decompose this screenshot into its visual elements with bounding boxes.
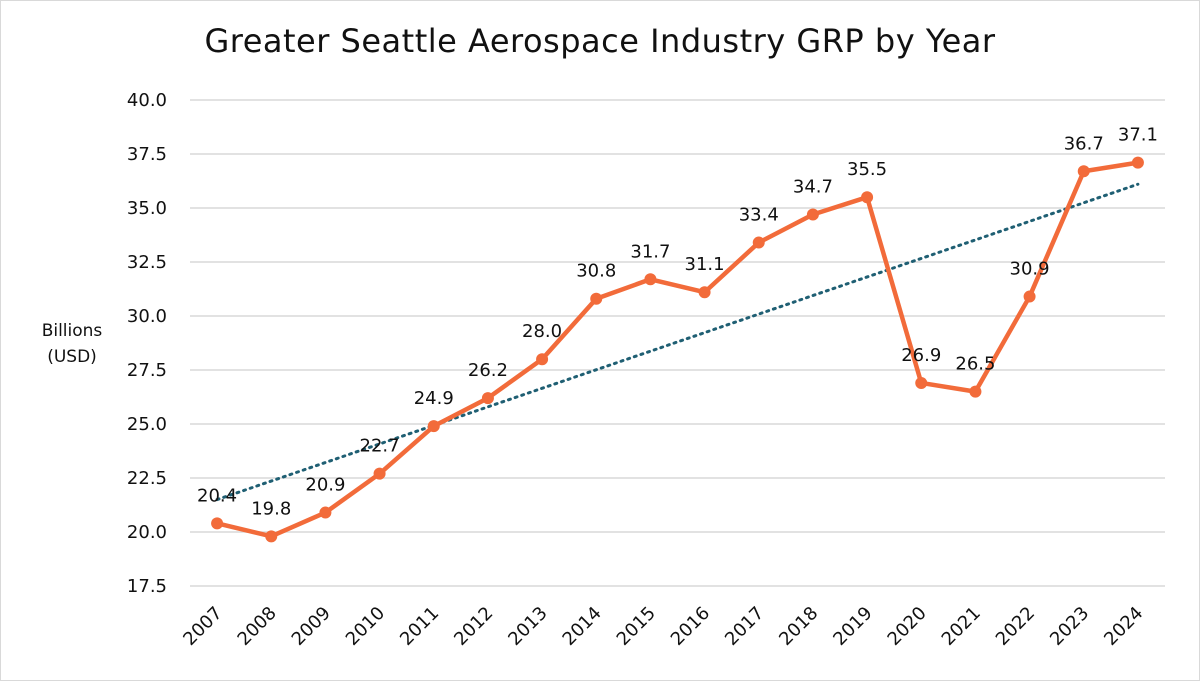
x-tick-label: 2007 [179,603,226,650]
data-label: 35.5 [847,159,887,180]
data-point [806,208,819,221]
x-tick-label: 2022 [992,603,1039,650]
data-point [969,385,982,398]
y-tick-label: 37.5 [127,144,167,165]
y-axis-label-line-2: (USD) [47,347,97,367]
x-tick-label: 2011 [396,603,443,650]
series-layer [211,156,1144,543]
y-tick-label: 22.5 [127,468,167,489]
y-tick-label: 40.0 [127,90,167,111]
chart-title: Greater Seattle Aerospace Industry GRP b… [204,22,996,60]
y-tick-label: 30.0 [127,306,167,327]
data-point [1131,156,1144,169]
x-tick-label: 2010 [342,603,389,650]
x-tick-label: 2017 [721,603,768,650]
x-tick-label: 2012 [450,603,497,650]
data-label: 30.9 [1010,259,1050,280]
data-label: 30.8 [576,261,616,282]
trendline-layer [215,182,1140,502]
y-tick-label: 20.0 [127,522,167,543]
data-label: 26.2 [468,360,508,381]
x-tick-label: 2016 [667,603,714,650]
data-point [915,376,928,389]
data-point [427,420,440,433]
data-label: 34.7 [793,176,833,197]
x-tick-label: 2024 [1100,603,1147,650]
data-point [644,273,657,286]
data-labels: 20.4 19.8 20.9 22.7 24.9 26.2 28.0 30.8 31.7 31.1… [197,125,1158,520]
data-point [861,191,874,204]
y-tick-label: 32.5 [127,252,167,273]
data-label: 24.9 [414,388,454,409]
x-tick-label: 2015 [613,603,660,650]
data-point [1023,290,1036,303]
data-label: 20.9 [305,475,345,496]
data-label: 36.7 [1064,133,1104,154]
gridlines [190,99,1165,587]
y-tick-label: 17.5 [127,576,167,597]
data-label: 26.5 [955,354,995,375]
x-tick-label: 2008 [234,603,281,650]
data-point [752,236,765,249]
data-point [481,392,494,405]
data-point [698,286,711,299]
data-label: 31.1 [685,254,725,275]
x-tick-labels: 2007 2008 2009 2010 2011 2012 2013 2014 2015 2016… [179,603,1147,650]
data-point [211,517,224,530]
data-label: 33.4 [739,205,779,226]
data-point [319,506,332,519]
data-point [265,530,278,543]
y-tick-labels: 17.5 20.0 22.5 25.0 27.5 30.0 32.5 35.0 37.5 40.0 [127,90,167,597]
x-tick-label: 2009 [288,603,335,650]
data-label: 37.1 [1118,125,1158,146]
data-point [373,467,386,480]
data-label: 31.7 [630,241,670,262]
y-tick-label: 35.0 [127,198,167,219]
x-tick-label: 2018 [775,603,822,650]
data-point [590,292,603,305]
data-label: 28.0 [522,321,562,342]
y-tick-label: 25.0 [127,414,167,435]
x-tick-label: 2013 [504,603,551,650]
series-line [214,160,1141,539]
y-tick-label: 27.5 [127,360,167,381]
data-point [536,353,549,366]
x-tick-label: 2014 [559,603,606,650]
y-axis-label-line-1: Billions [41,321,103,341]
data-label: 20.4 [197,485,237,506]
x-tick-label: 2020 [884,603,931,650]
data-label: 19.8 [251,498,291,519]
x-tick-label: 2021 [938,603,985,650]
data-label: 26.9 [901,345,941,366]
x-tick-label: 2023 [1046,603,1093,650]
trendline [215,182,1140,502]
data-point [1077,165,1090,178]
data-label: 22.7 [360,436,400,457]
y-axis-label: Billions (USD) [22,318,122,370]
x-tick-label: 2019 [829,603,876,650]
